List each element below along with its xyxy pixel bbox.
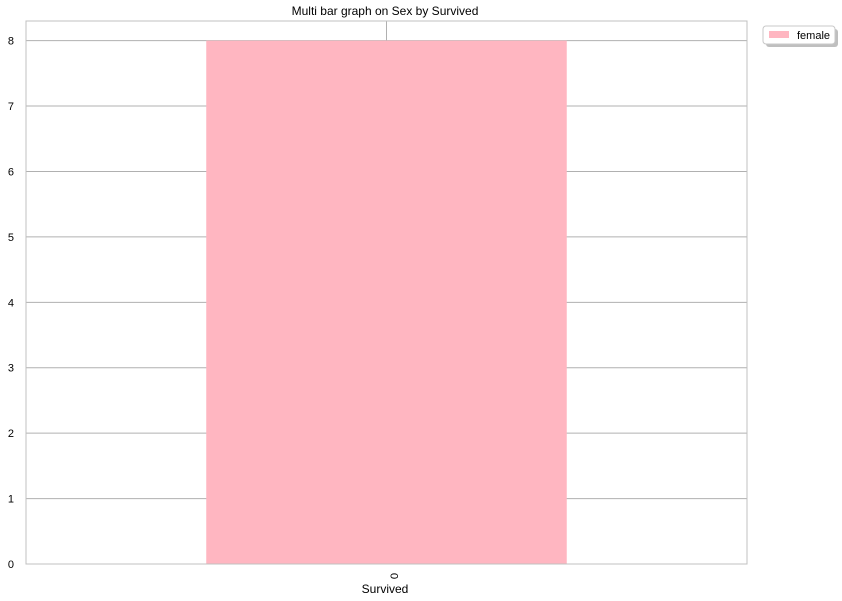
- y-tick-label: 1: [8, 494, 14, 506]
- y-tick-label: 0: [8, 559, 14, 571]
- y-tick-label: 4: [8, 297, 14, 309]
- y-tick-label: 7: [8, 101, 14, 113]
- y-axis-ticks: 0 1 2 3 4 5 6 7 8: [8, 36, 14, 571]
- y-tick-label: 2: [8, 428, 14, 440]
- legend-swatch-female: [769, 31, 789, 38]
- x-axis-label: Survived: [362, 582, 409, 596]
- chart-title: Multi bar graph on Sex by Survived: [292, 4, 479, 18]
- y-tick-label: 6: [8, 166, 14, 178]
- y-tick-label: 5: [8, 232, 14, 244]
- legend-box: [762, 25, 836, 45]
- x-axis-ticks: 0: [388, 573, 400, 579]
- plot-frame: [25, 20, 748, 565]
- y-tick-label: 3: [8, 363, 14, 375]
- legend: female: [762, 25, 838, 47]
- x-tick-label: 0: [388, 573, 400, 579]
- y-tick-label: 8: [8, 36, 14, 48]
- bar-female-0: [206, 40, 567, 564]
- bars: [206, 40, 567, 564]
- legend-label-female: female: [797, 30, 830, 42]
